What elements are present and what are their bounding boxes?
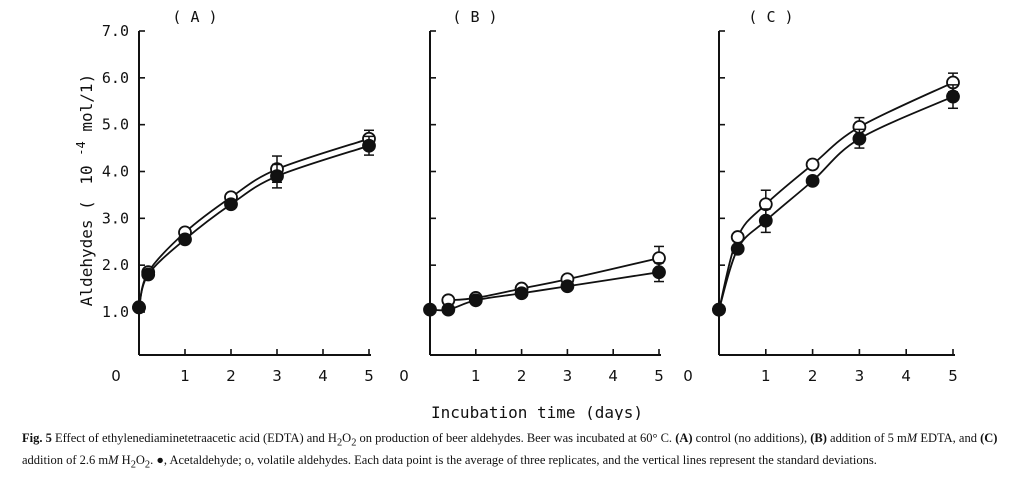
panel-label: ( C ) bbox=[748, 8, 793, 26]
x-axis-label: Incubation time (days) bbox=[431, 403, 643, 420]
chart-panels: 1.0 2.0 3.0 4.0 5.0 6.0 7.0 0 1 2 3 4 5 ( A ) 0 1 2 3 4 5 ( … bbox=[102, 8, 960, 385]
y-axis-label-main: Aldehydes ( bbox=[77, 200, 96, 306]
series-line-acetaldehyde bbox=[429, 271, 660, 312]
data-point-acetaldehyde bbox=[852, 131, 867, 146]
data-point-acetaldehyde bbox=[946, 89, 960, 104]
y-axis-label: Aldehydes ( 10 -4 mol/1) bbox=[70, 74, 96, 306]
y-tick-label: 6.0 bbox=[102, 69, 129, 87]
y-axis-label-unit-base: 10 bbox=[77, 165, 96, 184]
x-tick-label: 5 bbox=[948, 367, 958, 385]
data-point-acetaldehyde bbox=[132, 300, 146, 315]
data-point-acetaldehyde bbox=[560, 279, 575, 294]
y-tick-label: 4.0 bbox=[102, 163, 129, 181]
x-tick-label: 2 bbox=[517, 367, 527, 385]
data-point-acetaldehyde bbox=[423, 302, 437, 317]
x-tick-label: 4 bbox=[608, 367, 618, 385]
x-tick-label: 4 bbox=[901, 367, 911, 385]
data-point-acetaldehyde bbox=[270, 169, 284, 184]
x-tick-label: 1 bbox=[761, 367, 771, 385]
x-tick-label: 5 bbox=[654, 367, 664, 385]
x-tick-label: 1 bbox=[180, 367, 190, 385]
y-tick-label: 3.0 bbox=[102, 209, 129, 227]
series-line-volatile bbox=[138, 137, 370, 308]
x-tick-label: 2 bbox=[226, 367, 236, 385]
figure: 1.0 2.0 3.0 4.0 5.0 6.0 7.0 0 1 2 3 4 5 ( A ) 0 1 2 3 4 5 ( … bbox=[70, 8, 960, 420]
series-line-acetaldehyde bbox=[138, 144, 370, 308]
x-tick-label: 0 bbox=[399, 367, 409, 385]
x-tick-label: 2 bbox=[808, 367, 818, 385]
x-tick-label: 0 bbox=[683, 367, 693, 385]
panel-label: ( B ) bbox=[452, 8, 497, 26]
data-point-volatile bbox=[805, 157, 820, 172]
data-point-acetaldehyde bbox=[362, 138, 376, 153]
data-point-acetaldehyde bbox=[652, 265, 666, 280]
chart-panel-c: 0 1 2 3 4 5 ( C ) bbox=[683, 8, 960, 385]
data-point-acetaldehyde bbox=[441, 302, 456, 317]
series-line-volatile bbox=[718, 81, 954, 310]
x-tick-label: 0 bbox=[111, 367, 121, 385]
data-point-acetaldehyde bbox=[468, 293, 483, 308]
series-line-acetaldehyde bbox=[718, 95, 954, 310]
panel-label: ( A ) bbox=[172, 8, 217, 26]
data-point-acetaldehyde bbox=[178, 232, 192, 247]
data-point-acetaldehyde bbox=[758, 213, 773, 228]
x-tick-label: 4 bbox=[318, 367, 328, 385]
y-axis-label-unit-rest: mol/1) bbox=[77, 74, 96, 132]
x-tick-label: 3 bbox=[272, 367, 282, 385]
chart-panel-a: 1.0 2.0 3.0 4.0 5.0 6.0 7.0 0 1 2 3 4 5 ( A ) bbox=[102, 8, 376, 385]
y-tick-label: 7.0 bbox=[102, 22, 129, 40]
x-tick-label: 3 bbox=[563, 367, 573, 385]
chart-panel-b: 0 1 2 3 4 5 ( B ) bbox=[399, 8, 666, 385]
y-tick-label: 1.0 bbox=[102, 303, 129, 321]
data-point-acetaldehyde bbox=[514, 286, 529, 301]
figure-caption: Fig. 5 Effect of ethylenediaminetetraace… bbox=[22, 431, 998, 470]
y-tick-label: 2.0 bbox=[102, 256, 129, 274]
y-axis-label-unit-exp: -4 bbox=[74, 141, 88, 155]
y-tick-label: 5.0 bbox=[102, 116, 129, 134]
x-tick-label: 5 bbox=[364, 367, 374, 385]
caption-fig-label: Fig. 5 bbox=[22, 431, 52, 445]
x-tick-label: 1 bbox=[471, 367, 481, 385]
data-point-acetaldehyde bbox=[805, 173, 820, 188]
data-point-acetaldehyde bbox=[730, 241, 745, 256]
data-point-acetaldehyde bbox=[712, 302, 726, 317]
x-tick-label: 3 bbox=[855, 367, 865, 385]
data-point-acetaldehyde bbox=[141, 267, 156, 282]
data-point-acetaldehyde bbox=[224, 197, 238, 212]
